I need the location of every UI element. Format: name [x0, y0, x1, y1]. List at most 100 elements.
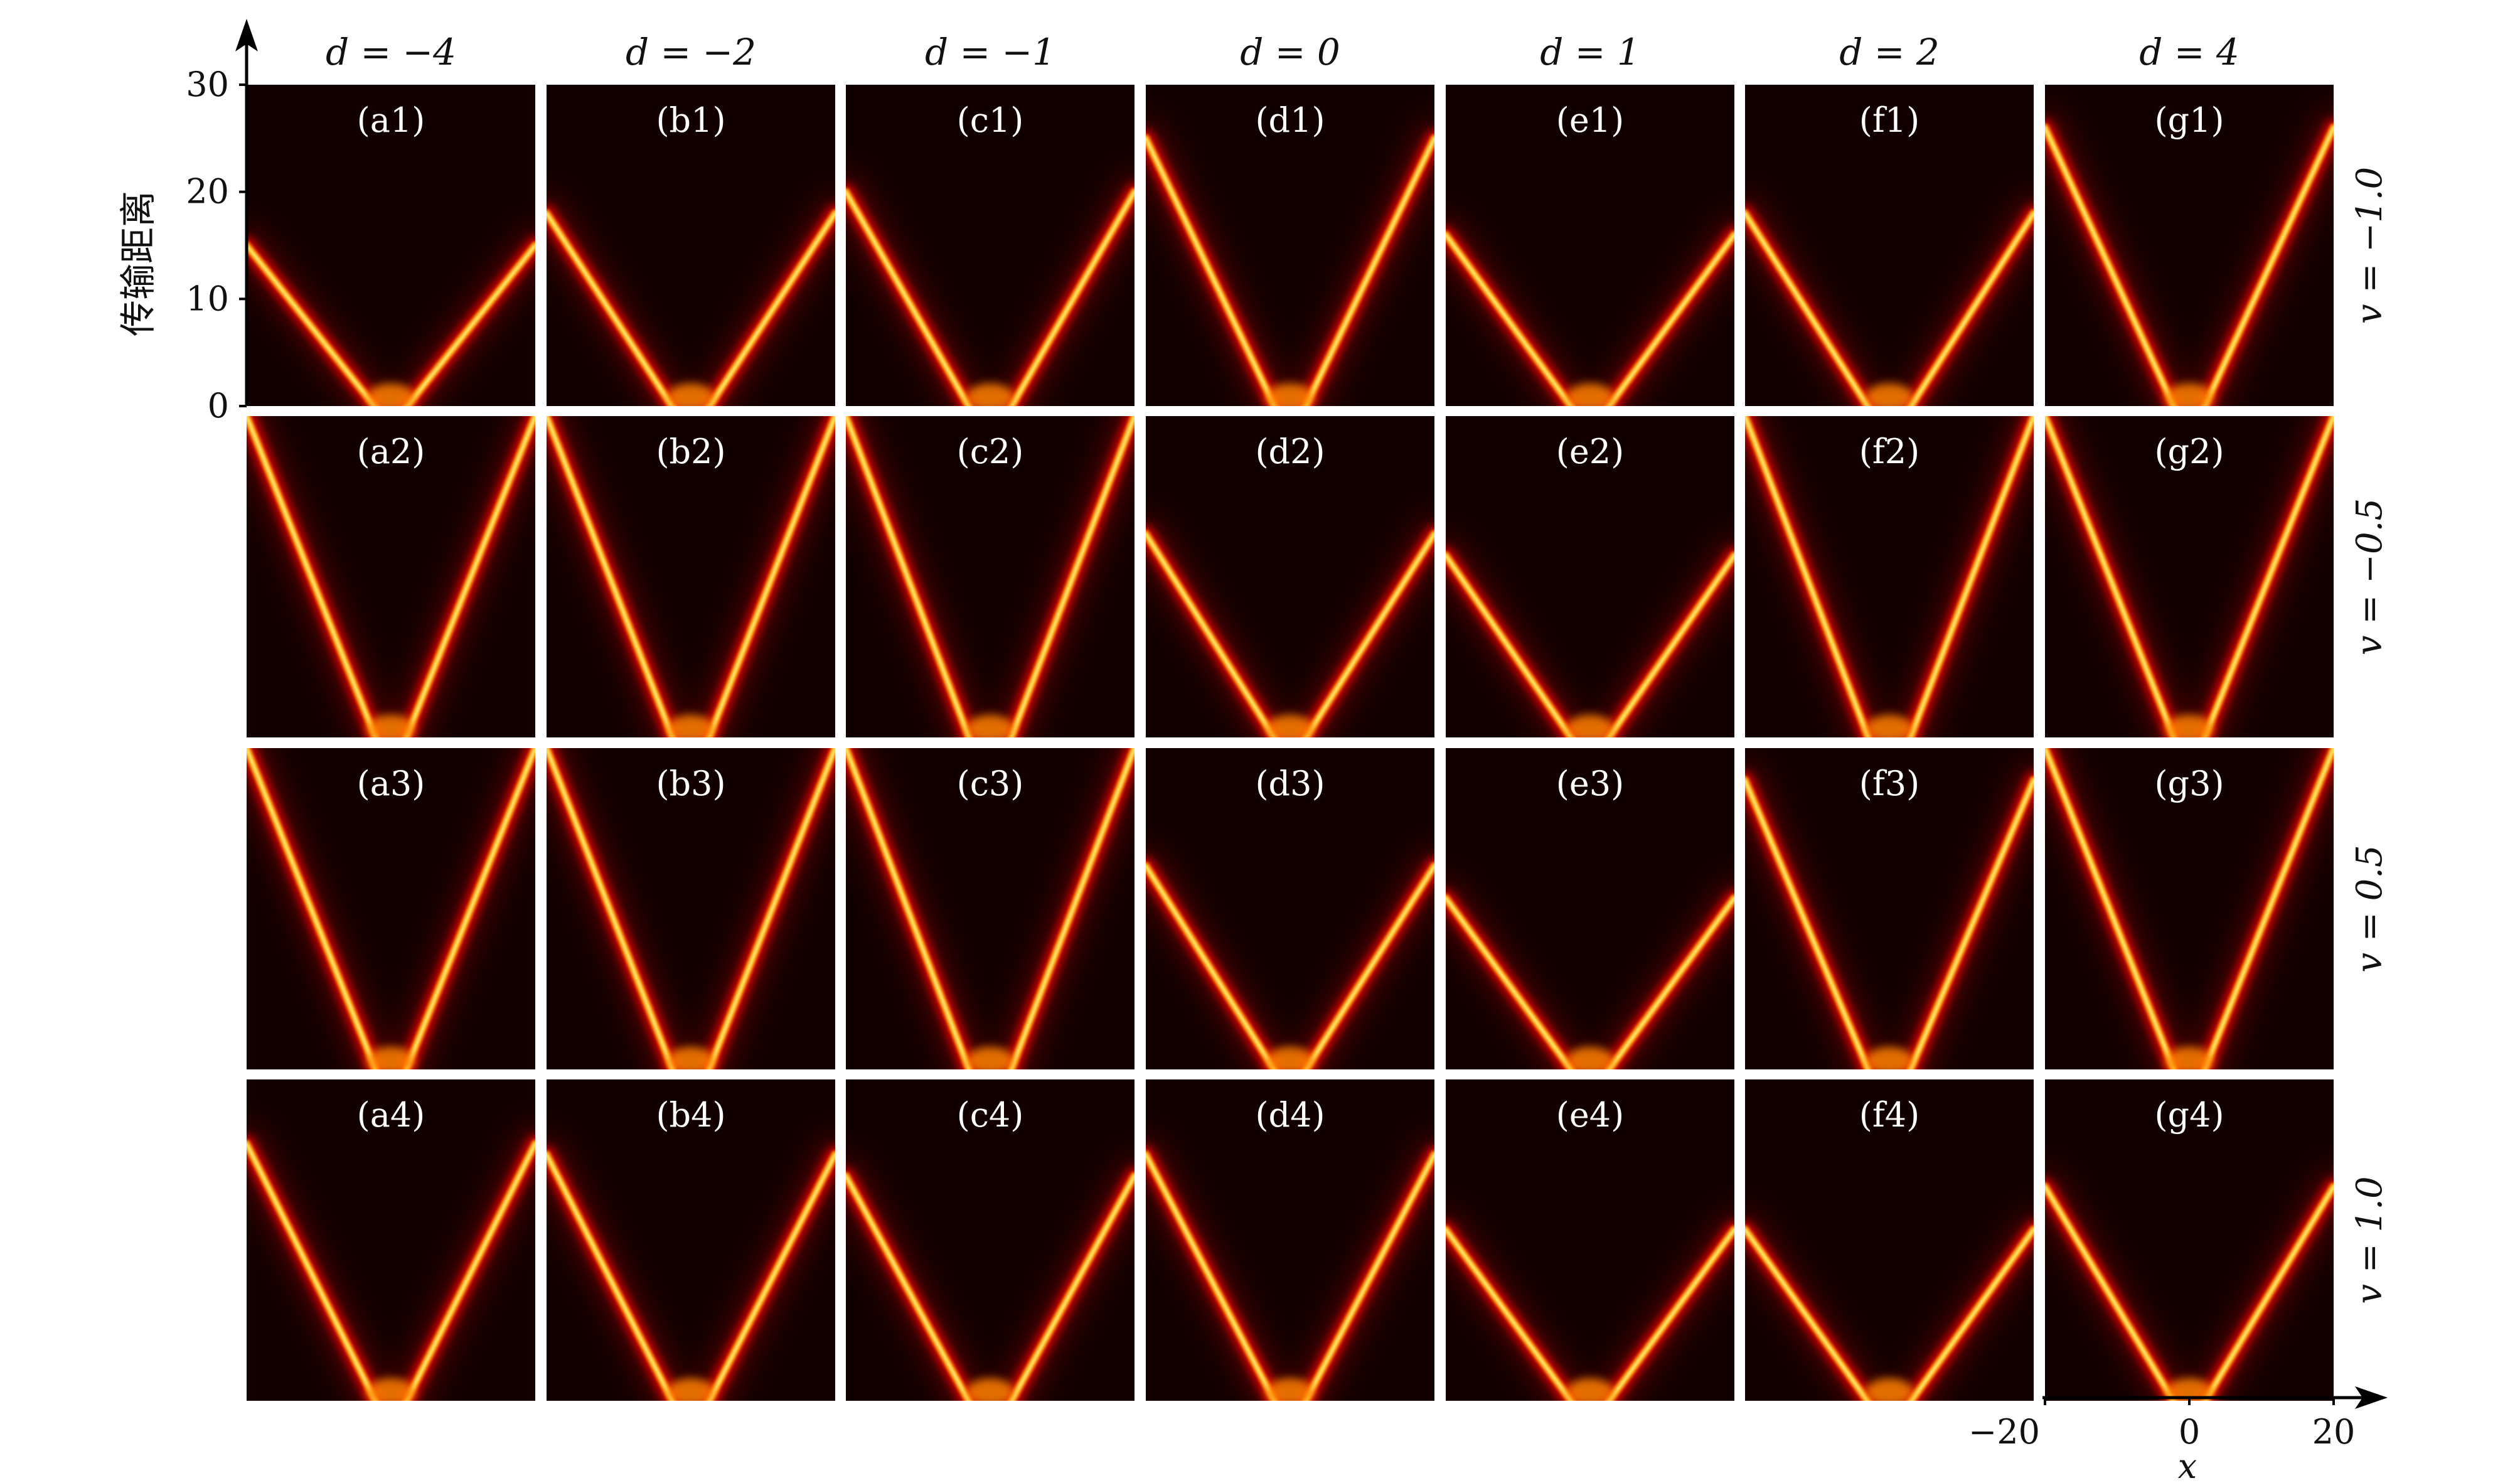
panel-label: (g4): [2154, 1095, 2224, 1135]
x-tick-label: 20: [2312, 1412, 2356, 1452]
beam-trace: [1446, 1228, 1734, 1401]
panel-label: (g3): [2154, 764, 2224, 803]
panel: (d3): [1146, 748, 1434, 1069]
panel: (b3): [547, 748, 835, 1069]
panel-label: (b2): [656, 432, 725, 471]
panel-label: (d1): [1255, 100, 1325, 140]
beam-source: [966, 1047, 1014, 1069]
beam-trace: [547, 211, 835, 406]
panel-label: (f4): [1859, 1095, 1919, 1135]
row-label: v = −1.0: [2349, 167, 2390, 324]
beam-source: [367, 715, 415, 737]
beam-source: [367, 1047, 415, 1069]
row-label: v = 1.0: [2349, 1176, 2390, 1304]
beam-source: [1866, 1378, 1913, 1401]
beam-source: [2165, 1047, 2213, 1069]
row-label: v = −0.5: [2349, 498, 2390, 655]
beam-source: [2165, 715, 2213, 737]
column-label: d = 2: [1839, 31, 1940, 73]
column-label: d = 1: [1540, 31, 1640, 73]
beam-source: [667, 1047, 715, 1069]
panel: (c2): [846, 416, 1135, 737]
beam-trace: [1146, 864, 1434, 1069]
y-axis-label: 传输距离: [117, 191, 159, 336]
beam-trace: [1146, 1152, 1434, 1401]
panel: (g4): [2045, 1079, 2334, 1401]
panel-background: [1446, 748, 1734, 1069]
beam-trace: [547, 416, 835, 737]
panel: (a1): [247, 85, 535, 406]
beam-source: [1566, 1047, 1614, 1069]
x-tick-label: 0: [2179, 1412, 2200, 1452]
y-tick-label: 20: [186, 172, 229, 211]
panel-label: (a2): [357, 432, 425, 471]
beam-source: [667, 1378, 715, 1401]
beam-trace: [846, 416, 1135, 737]
panel-background: [1446, 416, 1734, 737]
panel-label: (c4): [957, 1095, 1024, 1135]
y-tick-label: 30: [186, 65, 229, 104]
tick-labels: d = −4 d = −2 d = −1 d = 0 d = 1 d = 2 d = 4 v …: [186, 31, 2390, 1452]
panel-background: [1446, 1079, 1734, 1401]
panel-background: [247, 85, 535, 406]
panel-label: (e2): [1556, 432, 1624, 471]
beam-trace: [1745, 211, 2034, 406]
panel-label: (c2): [957, 432, 1024, 471]
panel: (e2): [1446, 416, 1734, 737]
y-tick-label: 10: [186, 279, 229, 318]
beam-source: [1866, 383, 1913, 406]
panel-label: (c1): [957, 100, 1024, 140]
panel-background: [1745, 1079, 2034, 1401]
beam-trace: [247, 244, 535, 406]
beam-trace: [1446, 233, 1734, 406]
panel: (e1): [1446, 85, 1734, 406]
panel-label: (b1): [656, 100, 725, 140]
panel-label: (d4): [1255, 1095, 1325, 1135]
panel-label: (f2): [1859, 432, 1919, 471]
panel: (d4): [1146, 1079, 1434, 1401]
panel: (e3): [1446, 748, 1734, 1069]
beam-trace: [1146, 532, 1434, 737]
panel-background: [547, 85, 835, 406]
column-label: d = 4: [2139, 31, 2240, 73]
beam-trace: [547, 1152, 835, 1401]
beam-source: [367, 383, 415, 406]
y-axis-arrow: [235, 19, 258, 51]
panel-label: (e1): [1556, 100, 1624, 140]
beam-source: [1566, 383, 1614, 406]
panel-label: (d3): [1255, 764, 1325, 803]
column-label: d = −4: [326, 31, 456, 73]
beam-source: [966, 1378, 1014, 1401]
beam-trace: [1446, 554, 1734, 737]
panel: (f3): [1745, 748, 2034, 1069]
panel: (d2): [1146, 416, 1434, 737]
beam-source: [667, 715, 715, 737]
panel: (b2): [547, 416, 835, 737]
panel-label: (b4): [656, 1095, 725, 1135]
panel-background: [1446, 85, 1734, 406]
y-tick-label: 0: [208, 386, 229, 426]
beam-source: [966, 383, 1014, 406]
beam-trace: [547, 748, 835, 1069]
panel: (b1): [547, 85, 835, 406]
beam-trace: [247, 416, 535, 737]
panel: (g3): [2045, 748, 2334, 1069]
panel-label: (c3): [957, 764, 1024, 803]
row-label: v = 0.5: [2349, 845, 2390, 972]
panel-label: (e3): [1556, 764, 1624, 803]
panel: (c4): [846, 1079, 1135, 1401]
panel: (f2): [1745, 416, 2034, 737]
panel: (g1): [2045, 85, 2334, 406]
beam-trace: [1745, 416, 2034, 737]
beam-source: [966, 715, 1014, 737]
column-label: d = 0: [1240, 31, 1340, 73]
x-axis-arrow: [2355, 1386, 2388, 1409]
panel: (f4): [1745, 1079, 2034, 1401]
beam-trace: [846, 748, 1135, 1069]
panel: (e4): [1446, 1079, 1734, 1401]
panel-label: (d2): [1255, 432, 1325, 471]
beam-source: [1866, 1047, 1913, 1069]
beam-source: [1566, 715, 1614, 737]
beam-trace: [1146, 136, 1434, 406]
